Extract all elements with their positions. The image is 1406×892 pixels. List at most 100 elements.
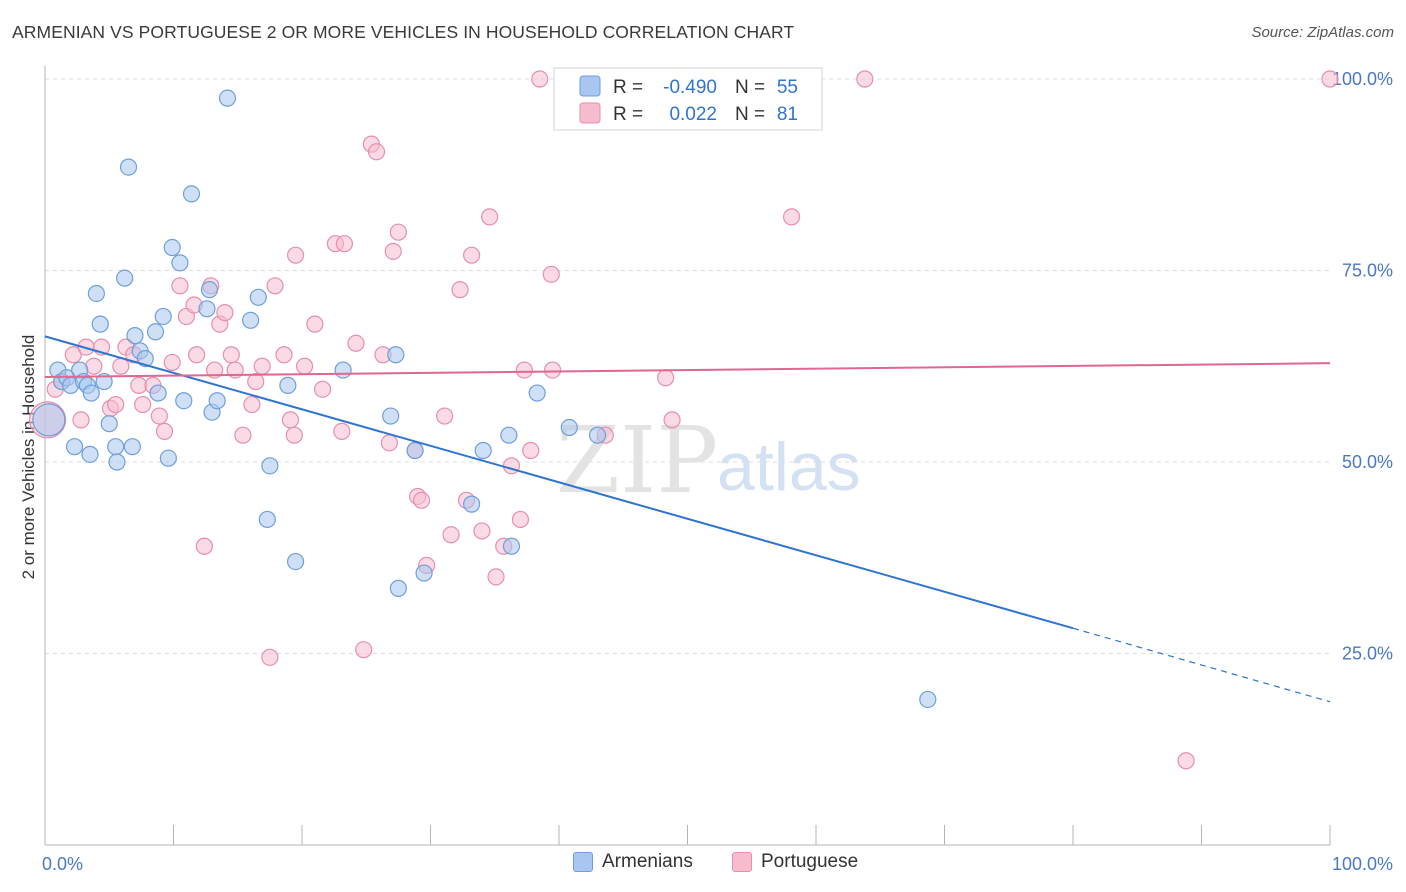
portuguese-point (463, 246, 481, 264)
portuguese-point (163, 353, 181, 372)
chart-title: ARMENIAN VS PORTUGUESE 2 OR MORE VEHICLE… (12, 22, 795, 42)
portuguese-point (657, 369, 675, 387)
armenian-point (198, 300, 216, 318)
portuguese-point (285, 426, 303, 444)
x-tick-label: 100.0% (1332, 854, 1393, 874)
legend-n-armenians: 55 (777, 77, 798, 98)
armenian-point (286, 552, 305, 571)
portuguese-point (380, 434, 398, 452)
y-tick-label: 75.0% (1342, 261, 1393, 281)
portuguese-point (134, 395, 152, 414)
portuguese-point (243, 395, 261, 414)
y-tick-label: 50.0% (1342, 452, 1393, 472)
armenian-point (116, 269, 134, 287)
source-credit: Source: ZipAtlas.com (1251, 24, 1394, 41)
legend-n-label: N = (735, 104, 765, 125)
legend-swatch-portuguese (579, 102, 601, 124)
legend-item-portuguese: Portuguese (732, 851, 858, 873)
armenian-point (249, 288, 267, 306)
watermark-atlas: atlas (717, 429, 861, 505)
portuguese-trend-line (44, 362, 1331, 378)
armenian-point (163, 238, 181, 257)
armenian-point (382, 407, 400, 425)
portuguese-point (313, 380, 332, 398)
portuguese-point (234, 426, 252, 444)
portuguese-point (1321, 70, 1339, 88)
portuguese-point (195, 537, 213, 555)
armenian-point (81, 445, 99, 463)
armenian-point (200, 281, 219, 299)
portuguese-point (281, 411, 300, 429)
portuguese-point (442, 526, 460, 544)
portuguese-point (451, 281, 469, 299)
portuguese-point (511, 510, 530, 529)
portuguese-point (531, 70, 549, 88)
x-tick-label: 0.0% (42, 854, 83, 874)
correlation-legend: R = -0.490 N = 55 R = 0.022 N = 81 (553, 67, 823, 131)
portuguese-point (216, 304, 234, 322)
watermark-zip: ZIP (556, 407, 718, 514)
trend-lines (44, 335, 1331, 703)
armenian-point (119, 158, 138, 176)
portuguese-point (481, 208, 499, 226)
armenian-point (208, 392, 226, 410)
portuguese-point (266, 277, 284, 295)
armenian-trend-extension (1072, 627, 1331, 703)
portuguese-point (782, 208, 801, 226)
portuguese-point (247, 372, 265, 391)
y-tick-label: 25.0% (1342, 644, 1393, 664)
armenian-point (95, 372, 113, 391)
armenian-point (100, 415, 118, 433)
x-tick-labels: 0.0% 100.0% (42, 854, 1393, 874)
portuguese-point (473, 522, 491, 540)
legend-r-portuguese: 0.022 (669, 104, 717, 125)
armenian-point (528, 384, 546, 402)
armenian-point (159, 449, 177, 467)
portuguese-point (367, 143, 386, 161)
armenian-trend-line (44, 335, 1074, 630)
portuguese-point (384, 242, 402, 260)
portuguese-swatch (732, 852, 752, 872)
armenian-point (463, 495, 481, 513)
armenian-point (474, 441, 492, 460)
portuguese-point (487, 568, 505, 586)
armenian-point (389, 579, 407, 597)
legend-label-armenians: Armenians (602, 851, 693, 872)
axes (44, 66, 1331, 846)
armenian-point (182, 185, 201, 203)
portuguese-point (347, 334, 365, 352)
portuguese-point (542, 265, 560, 283)
portuguese-point (389, 223, 407, 241)
legend-label-portuguese: Portuguese (761, 851, 859, 872)
portuguese-point (306, 315, 324, 333)
armenian-point (242, 311, 260, 329)
armenian-point (126, 327, 144, 345)
portuguese-point (112, 357, 130, 375)
armenian-point (107, 438, 125, 456)
armenians-swatch (573, 852, 593, 872)
portuguese-point (150, 407, 168, 425)
portuguese-point (188, 346, 206, 364)
armenian-point (123, 438, 141, 456)
portuguese-point (333, 422, 351, 440)
portuguese-point (515, 361, 533, 379)
legend-item-armenians: Armenians (573, 851, 693, 873)
watermark: ZIP atlas (556, 407, 861, 514)
armenian-point (560, 418, 578, 437)
portuguese-point (543, 361, 562, 379)
legend-swatch-armenians (579, 75, 601, 97)
armenian-point (415, 564, 433, 582)
armenian-point (218, 89, 237, 107)
portuguese-point (261, 648, 279, 666)
armenian-points (32, 89, 937, 709)
portuguese-point (856, 70, 874, 88)
portuguese-point (155, 422, 174, 440)
armenian-point (502, 537, 521, 555)
portuguese-point (286, 246, 305, 264)
armenian-point (334, 361, 352, 379)
y-tick-label: 100.0% (1332, 69, 1393, 89)
armenian-point (146, 323, 165, 341)
armenian-point (91, 315, 109, 333)
armenian-point (406, 441, 424, 460)
